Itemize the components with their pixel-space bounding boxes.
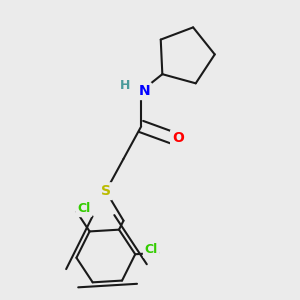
Text: Cl: Cl — [145, 243, 158, 256]
Text: S: S — [101, 184, 111, 198]
Text: Cl: Cl — [77, 202, 91, 215]
Text: N: N — [138, 84, 150, 98]
Text: O: O — [172, 131, 184, 145]
Text: H: H — [120, 79, 130, 92]
